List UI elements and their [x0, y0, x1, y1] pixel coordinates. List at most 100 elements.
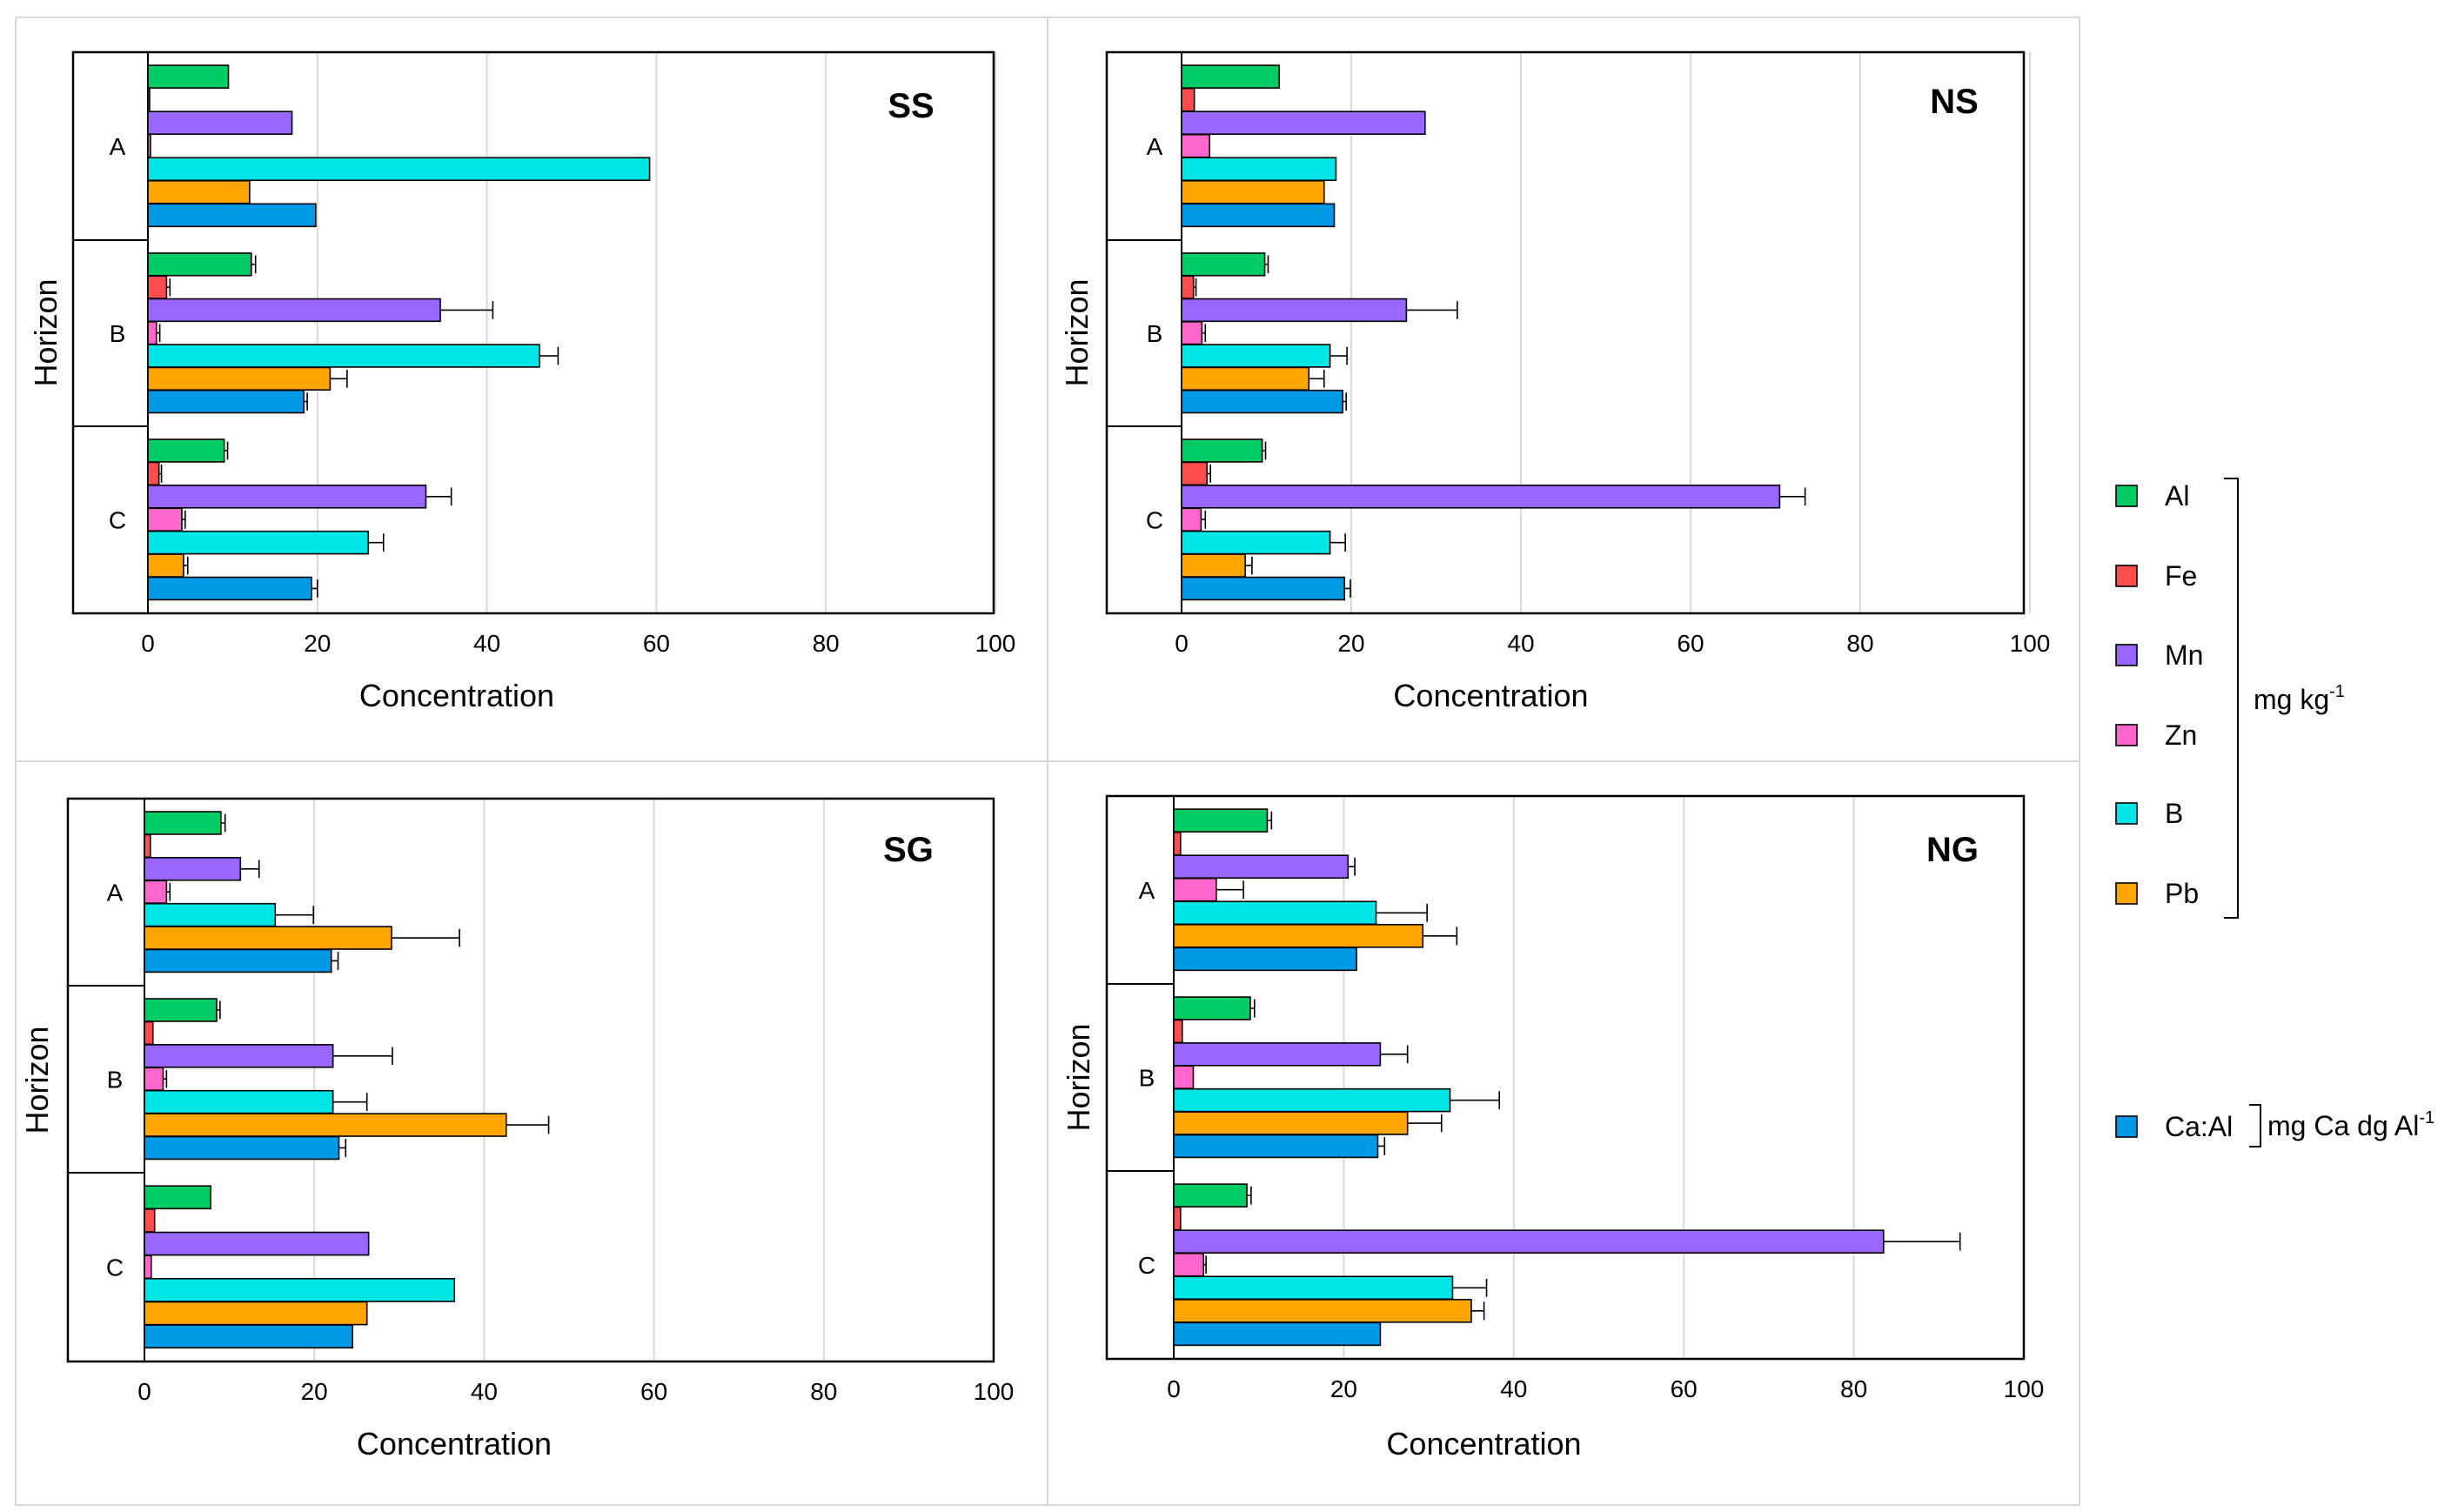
x-tick-label: 60	[643, 630, 670, 657]
legend-item-b: B	[2115, 798, 2183, 829]
bar-caal-c	[1173, 1321, 1382, 1347]
x-tick-label: 20	[301, 1378, 328, 1405]
bar-caal-a	[1181, 203, 1336, 228]
y-axis-label: Horizon	[1059, 278, 1095, 386]
x-axis-label: Concentration	[1393, 678, 1588, 713]
bar-caal-a	[144, 948, 332, 973]
legend-label: Zn	[2165, 719, 2197, 751]
x-tick-label: 40	[473, 630, 500, 657]
error-bar	[338, 1139, 347, 1157]
x-tick-label: 40	[1507, 630, 1534, 657]
error-bar	[158, 465, 163, 483]
error-bar	[1377, 1137, 1386, 1155]
bar-pb-b	[1181, 366, 1310, 391]
error-bar	[1264, 255, 1269, 274]
bar-b-c	[147, 530, 370, 555]
bar-b-a	[144, 902, 277, 927]
bar-mn-b	[147, 298, 441, 323]
bar-fe-c	[1173, 1206, 1182, 1231]
error-bar	[1779, 487, 1806, 506]
bar-al-a	[1173, 808, 1269, 833]
error-bar	[224, 441, 229, 460]
bar-pb-b	[144, 1113, 507, 1137]
error-bar	[1245, 556, 1253, 575]
panel-title: NG	[1926, 831, 1979, 869]
error-bar	[1207, 465, 1211, 483]
legend-item-caal: Ca:Al	[2115, 1111, 2233, 1142]
error-bar	[1249, 999, 1256, 1018]
x-tick-label: 20	[1330, 1375, 1357, 1402]
bar-al-c	[1181, 438, 1263, 463]
bar-mn-a	[147, 110, 293, 136]
x-axis-label: Concentration	[357, 1426, 552, 1462]
bar-zn-b	[147, 321, 157, 345]
category-label: B	[1147, 320, 1163, 347]
panels: A B C 0 20 40 60 80 100 Concentration Horizon SS A B C…	[15, 17, 2080, 1506]
error-bar	[240, 860, 260, 879]
bar-pb-a	[144, 926, 392, 950]
bar-fe-a	[147, 87, 151, 112]
legend-bracket-caal	[2249, 1104, 2261, 1147]
error-bar	[216, 1000, 221, 1020]
error-bar	[1193, 278, 1197, 297]
bar-al-a	[144, 811, 222, 835]
error-bar	[166, 278, 171, 297]
error-bar	[1329, 533, 1346, 552]
bar-caal-c	[144, 1324, 353, 1349]
x-tick-label: 0	[1167, 1375, 1181, 1402]
bar-al-b	[1173, 996, 1251, 1020]
error-bar	[275, 906, 315, 924]
category-label: A	[1147, 133, 1163, 160]
bar-zn-a	[1181, 133, 1210, 158]
legend-item-al: Al	[2115, 480, 2189, 512]
bar-pb-b	[147, 366, 332, 391]
category-label: B	[110, 320, 126, 347]
bar-fe-a	[1181, 87, 1196, 112]
bar-mn-c	[147, 485, 427, 509]
legend-item-fe: Fe	[2115, 560, 2197, 592]
y-axis-label: Horizon	[28, 278, 64, 386]
bar-caal-b	[1181, 389, 1344, 414]
error-bar	[304, 392, 308, 411]
y-axis-label: Horizon	[1061, 1023, 1096, 1131]
legend-swatch	[2115, 644, 2138, 666]
legend-swatch	[2115, 882, 2138, 905]
error-bar	[183, 556, 189, 575]
bar-fe-c	[144, 1208, 156, 1233]
error-bar	[163, 1069, 168, 1088]
bar-zn-c	[144, 1254, 152, 1280]
panel-title: SG	[883, 831, 934, 869]
x-tick-label: 100	[2004, 1375, 2045, 1402]
error-bar	[220, 813, 226, 833]
error-bar	[1216, 880, 1244, 900]
panel-title: SS	[887, 87, 934, 125]
error-bar	[1883, 1232, 1961, 1251]
error-bar	[1406, 301, 1458, 319]
bar-fe-c	[147, 461, 160, 486]
plot-area	[66, 797, 995, 1363]
bar-zn-c	[1181, 507, 1202, 532]
bar-caal-b	[1173, 1134, 1379, 1159]
error-bar	[440, 301, 494, 319]
error-bar	[331, 952, 339, 970]
bar-caal-b	[144, 1135, 340, 1161]
bar-zn-c	[147, 507, 183, 532]
bar-al-c	[144, 1185, 211, 1210]
x-tick-label: 40	[471, 1378, 498, 1405]
error-bar	[1344, 579, 1351, 598]
legend-unit-caal: mg Ca dg Al-1	[2267, 1108, 2435, 1141]
bar-mn-c	[1173, 1229, 1885, 1254]
error-bar	[1343, 392, 1347, 411]
x-tick-label: 80	[810, 1378, 837, 1405]
x-tick-label: 100	[974, 1378, 1015, 1405]
x-tick-label: 0	[1175, 630, 1189, 657]
legend-items: Al Fe Mn Zn B Pb Ca:Al	[2115, 480, 2233, 1142]
bar-pb-c	[144, 1301, 368, 1326]
category-label: A	[107, 880, 124, 907]
x-tick-label: 80	[1840, 1375, 1867, 1402]
category-label: A	[1139, 877, 1155, 904]
error-bar	[1348, 857, 1356, 876]
x-tick-label: 0	[137, 1378, 151, 1405]
bar-zn-c	[1173, 1252, 1204, 1277]
bar-b-b	[144, 1089, 334, 1114]
